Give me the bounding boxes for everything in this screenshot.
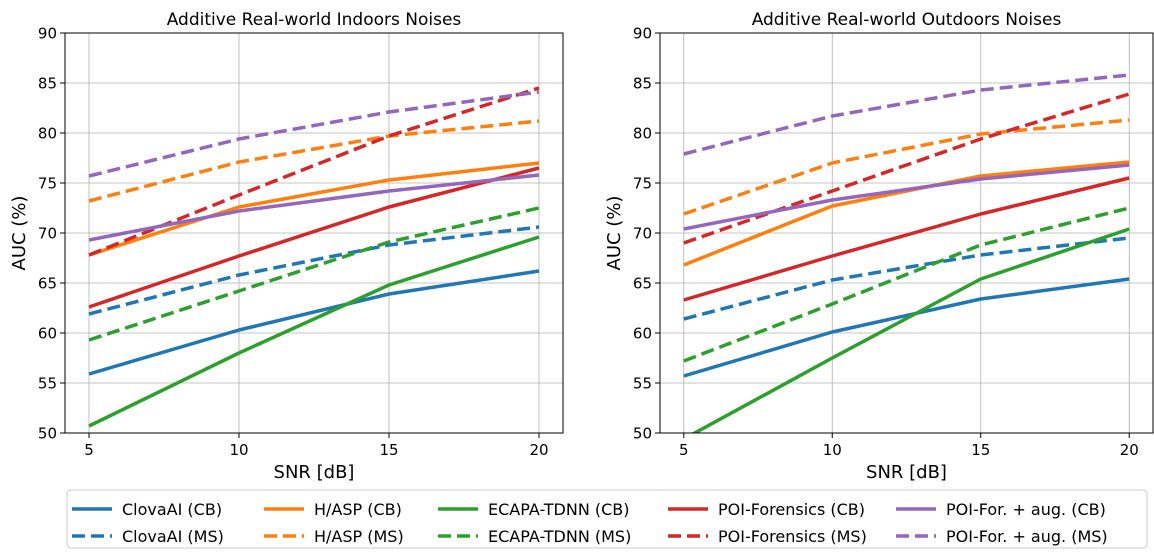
chart-panel-2: 5 10 15 20 50 55 60 65 70 75 80 85 90 Additive Real-w…: [604, 10, 1154, 483]
chart-title: Additive Real-world Indoors Noises: [167, 10, 462, 30]
y-tick-label: 80: [633, 125, 652, 143]
y-tick-label: 60: [633, 325, 652, 343]
legend-entry-ecapa-tdnn-cb: ECAPA-TDNN (CB): [438, 500, 630, 519]
y-tick-label: 65: [633, 275, 652, 293]
y-tick-label: 50: [633, 425, 652, 443]
chart-panel-1: 5 10 15 20 50 55 60 65 70 75 80 85 90 Additive Real-w…: [9, 10, 564, 483]
y-tick-label: 85: [633, 75, 652, 93]
x-tick-label: 5: [84, 441, 94, 459]
series-line-poi-forensics-cb: [88, 166, 540, 309]
y-axis-label: AUC (%): [604, 196, 625, 271]
legend: ClovaAI (CB) ClovaAI (MS) H/ASP (CB) H/ASP …: [66, 489, 1148, 549]
series-line-poi-forensics-cb: [683, 176, 1130, 302]
y-tick-label: 75: [633, 175, 652, 193]
legend-label: ClovaAI (MS): [122, 527, 224, 546]
legend-label: ClovaAI (CB): [122, 500, 222, 519]
legend-entry-poi-for-aug-ms: POI-For. + aug. (MS): [896, 527, 1108, 546]
series-group: [88, 86, 540, 428]
legend-entry-clovaai-cb: ClovaAI (CB): [72, 500, 222, 519]
legend-entry-poi-forensics-cb: POI-Forensics (CB): [668, 500, 865, 519]
y-tick-label: 50: [38, 425, 57, 443]
y-tick-label: 55: [38, 375, 57, 393]
y-tick-label: 70: [633, 225, 652, 243]
x-tick-label: 20: [529, 441, 548, 459]
y-tick-label: 80: [38, 125, 57, 143]
x-tick-label: 15: [379, 441, 398, 459]
series-line-ecapa-tdnn-ms: [683, 206, 1130, 363]
series-line-ecapa-tdnn-cb: [88, 235, 540, 428]
series-line-ecapa-tdnn-cb: [691, 227, 1130, 433]
legend-entry-h-asp-cb: H/ASP (CB): [264, 500, 402, 519]
x-tick-label: 15: [971, 441, 990, 459]
y-tick-label: 85: [38, 75, 57, 93]
y-axis-label: AUC (%): [9, 196, 30, 271]
legend-label: H/ASP (MS): [314, 527, 404, 546]
chart-title: Additive Real-world Outdoors Noises: [752, 10, 1062, 30]
legend-entry-poi-for-aug-cb: POI-For. + aug. (CB): [896, 500, 1106, 519]
legend-box: [66, 489, 1148, 549]
legend-label: POI-For. + aug. (CB): [946, 500, 1106, 519]
series-line-h-asp-ms: [88, 119, 540, 203]
series-line-poi-forensics-ms: [683, 92, 1130, 245]
y-tick-label: 75: [38, 175, 57, 193]
series-line-clovaai-cb: [683, 277, 1130, 378]
series-line-poi-for-aug-ms: [88, 90, 540, 178]
x-tick-label: 5: [679, 441, 689, 459]
x-tick-label: 10: [823, 441, 842, 459]
x-tick-label: 10: [229, 441, 248, 459]
legend-label: POI-For. + aug. (MS): [946, 527, 1108, 546]
series-line-clovaai-ms: [88, 225, 540, 316]
legend-entry-ecapa-tdnn-ms: ECAPA-TDNN (MS): [438, 527, 631, 546]
series-group: [683, 73, 1130, 433]
series-line-poi-for-aug-cb: [683, 163, 1130, 231]
legend-entry-poi-forensics-ms: POI-Forensics (MS): [668, 527, 867, 546]
x-axis-label: SNR [dB]: [866, 462, 947, 483]
legend-entry-h-asp-ms: H/ASP (MS): [264, 527, 404, 546]
y-tick-label: 70: [38, 225, 57, 243]
y-tick-label: 90: [633, 25, 652, 43]
legend-label: ECAPA-TDNN (MS): [488, 527, 631, 546]
series-line-clovaai-cb: [88, 269, 540, 376]
legend-label: POI-Forensics (CB): [718, 500, 865, 519]
y-tick-label: 90: [38, 25, 57, 43]
x-axis-label: SNR [dB]: [274, 462, 355, 483]
legend-label: ECAPA-TDNN (CB): [488, 500, 630, 519]
series-line-poi-for-aug-ms: [683, 73, 1130, 156]
legend-label: POI-Forensics (MS): [718, 527, 867, 546]
legend-label: H/ASP (CB): [314, 500, 402, 519]
legend-entry-clovaai-ms: ClovaAI (MS): [72, 527, 224, 546]
series-line-ecapa-tdnn-ms: [88, 206, 540, 342]
series-line-h-asp-ms: [683, 118, 1130, 216]
y-tick-label: 60: [38, 325, 57, 343]
series-line-poi-for-aug-cb: [88, 173, 540, 242]
x-tick-label: 20: [1120, 441, 1139, 459]
series-line-clovaai-ms: [683, 236, 1130, 321]
series-line-h-asp-cb: [88, 161, 540, 257]
y-tick-label: 65: [38, 275, 57, 293]
y-tick-label: 55: [633, 375, 652, 393]
